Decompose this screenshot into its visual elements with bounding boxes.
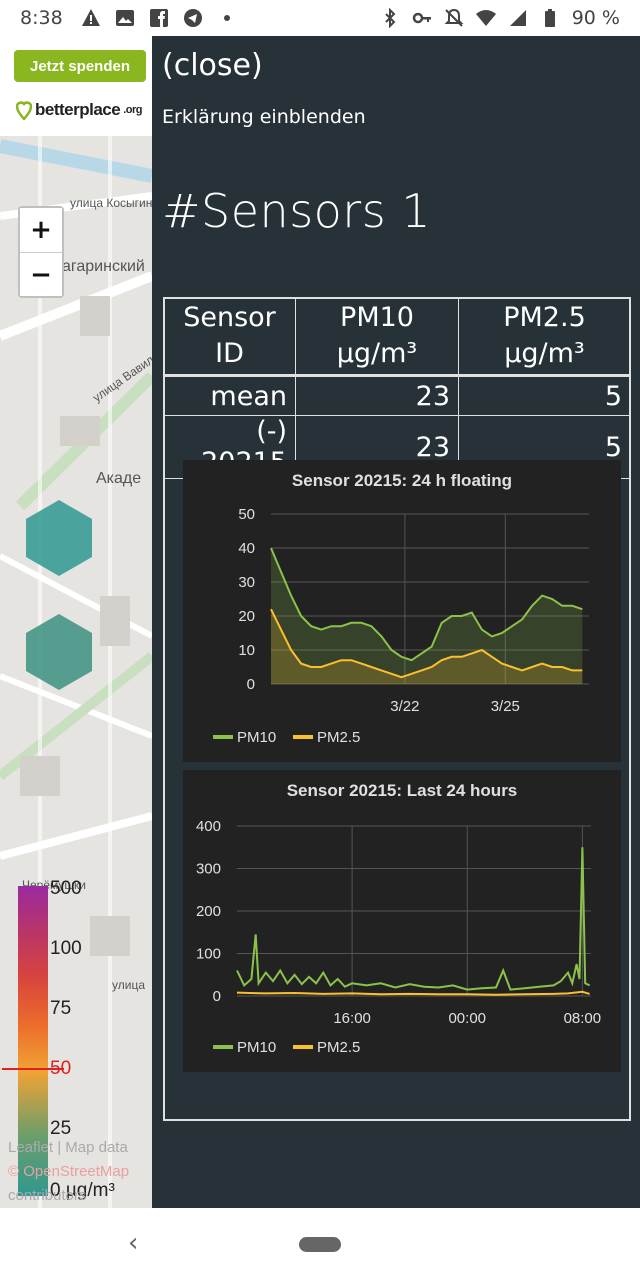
sensors-title: #Sensors 1 — [162, 184, 432, 238]
donate-button[interactable]: Jetzt spenden — [14, 50, 146, 82]
chart-24h-floating: Sensor 20215: 24 h floating 0 10 20 30 40 50 3/… — [183, 460, 621, 762]
series-area-pm10 — [271, 548, 583, 684]
map[interactable]: улица Косыгина агаринский улица Вавилова… — [0, 36, 152, 1208]
cell-sensor-id: mean — [163, 375, 296, 416]
x-tick-label: 16:00 — [333, 1010, 371, 1027]
map-street-label: агаринский — [62, 258, 145, 275]
facebook-icon — [149, 9, 168, 27]
zoom-control: + − — [18, 206, 64, 298]
legend-label[interactable]: PM2.5 — [317, 729, 360, 746]
signal-icon — [509, 10, 526, 26]
wifi-icon — [475, 10, 496, 26]
close-link[interactable]: (close) — [162, 48, 263, 83]
heart-pin-icon — [16, 101, 32, 120]
nav-bar: ‹ — [0, 1208, 640, 1280]
legend-label[interactable]: PM10 — [237, 729, 276, 746]
chart-title: Sensor 20215: 24 h floating — [292, 471, 512, 490]
sensor-table: Sensor ID PM10 µg/m³ PM2.5 µg/m³ mean 23 5 … — [163, 297, 631, 479]
x-tick-label: 3/22 — [390, 698, 419, 715]
status-bar: 8:38 90 % — [0, 0, 640, 36]
home-button[interactable] — [299, 1237, 341, 1252]
legend-tick: 25 — [50, 1118, 72, 1139]
battery-text: 90 % — [571, 7, 620, 29]
legend-swatch — [293, 1045, 313, 1049]
donate-box: Jetzt spenden betterplace .org — [0, 36, 152, 136]
table-row: mean 23 5 — [163, 375, 631, 416]
legend-swatch — [213, 735, 233, 739]
header-pm10: PM10 µg/m³ — [295, 297, 459, 377]
legend-tick: 100 — [50, 938, 82, 959]
attribution-line: contributors — [8, 1187, 87, 1204]
chart-last-24-hours: Sensor 20215: Last 24 hours 0 100 200 300 400… — [183, 770, 621, 1072]
y-tick-label: 100 — [196, 946, 221, 963]
zoom-in-button[interactable]: + — [20, 208, 62, 252]
zoom-out-button[interactable]: − — [20, 252, 62, 296]
chart-svg: Sensor 20215: Last 24 hours 0 100 200 300 400… — [196, 781, 602, 1056]
status-time: 8:38 — [20, 7, 63, 29]
explain-link[interactable]: Erklärung einblenden — [162, 106, 366, 128]
y-tick-label: 0 — [213, 988, 221, 1005]
y-tick-label: 10 — [238, 642, 255, 659]
x-tick-label: 00:00 — [448, 1010, 486, 1027]
map-street-label: улица — [112, 978, 145, 992]
back-button[interactable]: ‹ — [128, 1228, 139, 1258]
series-line-pm10 — [270, 547, 583, 662]
image-icon — [115, 10, 134, 26]
legend-tick: 50 — [50, 1058, 72, 1079]
logo-text: betterplace — [35, 100, 121, 119]
battery-icon — [544, 9, 555, 27]
y-tick-label: 30 — [238, 574, 255, 591]
legend-swatch — [293, 735, 313, 739]
cell-pm25: 5 — [458, 375, 631, 416]
sensor-panel: (close) Erklärung einblenden #Sensors 1 … — [152, 36, 640, 1208]
osm-link[interactable]: © OpenStreetMap — [8, 1163, 130, 1180]
y-tick-label: 200 — [196, 903, 221, 920]
y-tick-label: 300 — [196, 861, 221, 878]
y-tick-label: 0 — [247, 676, 255, 693]
table-header-row: Sensor ID PM10 µg/m³ PM2.5 µg/m³ — [163, 297, 631, 377]
telegram-icon — [183, 9, 202, 27]
legend-label[interactable]: PM2.5 — [317, 1039, 360, 1056]
map-street-label: Акаде — [96, 470, 142, 487]
map-attribution: Leaflet | Map data © OpenStreetMap contr… — [8, 1136, 129, 1208]
x-tick-label: 08:00 — [564, 1010, 602, 1027]
x-tick-label: 3/25 — [491, 698, 520, 715]
legend-tick: 75 — [50, 998, 72, 1019]
legend-tick: 0 µg/m³ — [50, 1180, 115, 1201]
legend-swatch — [213, 1045, 233, 1049]
betterplace-logo[interactable]: betterplace .org — [16, 100, 142, 120]
chart-svg: Sensor 20215: 24 h floating 0 10 20 30 40 50 3/… — [213, 471, 589, 746]
header-sensor-id: Sensor ID — [163, 297, 296, 377]
y-tick-label: 400 — [196, 818, 221, 835]
dot-icon — [223, 15, 230, 21]
series-line-pm25 — [236, 990, 590, 996]
y-tick-label: 50 — [238, 506, 255, 523]
mute-icon — [444, 8, 464, 27]
legend-marker — [2, 1068, 64, 1070]
y-tick-label: 20 — [238, 608, 255, 625]
logo-suffix: .org — [123, 104, 142, 116]
y-tick-label: 40 — [238, 540, 255, 557]
series-line-pm25 — [270, 608, 583, 679]
header-pm25: PM2.5 µg/m³ — [458, 297, 631, 377]
map-street-label: улица Косыгина — [70, 196, 152, 210]
key-icon — [412, 12, 431, 24]
cell-pm10: 23 — [295, 375, 459, 416]
warning-icon — [81, 9, 100, 26]
series-line-pm10 — [236, 847, 591, 991]
bluetooth-icon — [385, 8, 396, 28]
legend-gradient — [18, 886, 48, 1196]
legend-label[interactable]: PM10 — [237, 1039, 276, 1056]
legend-tick: 500 — [50, 878, 82, 899]
chart-title: Sensor 20215: Last 24 hours — [287, 781, 518, 800]
attribution-line[interactable]: Leaflet | Map data — [8, 1139, 128, 1156]
